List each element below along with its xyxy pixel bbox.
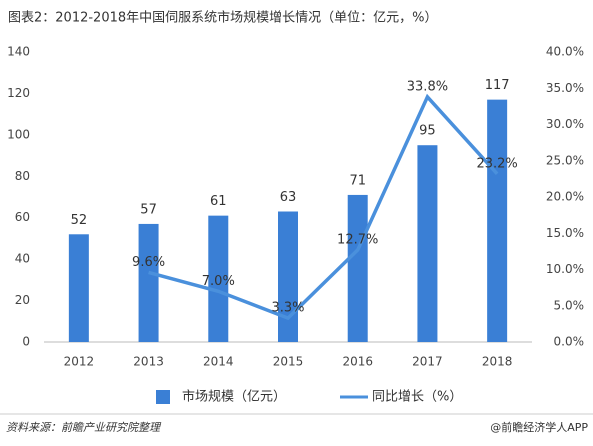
x-tick-label: 2016 bbox=[342, 355, 373, 369]
bar-label: 61 bbox=[210, 194, 227, 209]
line-label: 9.6% bbox=[132, 255, 165, 270]
line-label: 7.0% bbox=[202, 274, 235, 289]
y2-tick-label: 35.0% bbox=[546, 81, 584, 95]
x-tick-label: 2014 bbox=[203, 355, 234, 369]
y2-tick-label: 0.0% bbox=[554, 335, 585, 349]
legend-swatch bbox=[156, 390, 170, 404]
bar-label: 63 bbox=[280, 190, 297, 205]
source: 资料来源：前瞻产业研究院整理 bbox=[6, 421, 162, 434]
line-label: 23.2% bbox=[476, 156, 517, 171]
x-tick-label: 2018 bbox=[482, 355, 513, 369]
x-tick-label: 2013 bbox=[133, 355, 164, 369]
y-tick-label: 20 bbox=[15, 293, 30, 307]
bar bbox=[138, 223, 159, 342]
bar bbox=[487, 99, 508, 343]
bar-label: 95 bbox=[419, 124, 436, 139]
y2-tick-label: 10.0% bbox=[546, 262, 584, 276]
legend-label: 同比增长（%） bbox=[372, 390, 462, 405]
y2-tick-label: 5.0% bbox=[554, 298, 585, 312]
bar-label: 117 bbox=[485, 78, 510, 93]
y-tick-label: 140 bbox=[7, 45, 30, 59]
y-tick-label: 80 bbox=[15, 169, 30, 183]
bar bbox=[417, 145, 438, 342]
bar-label: 52 bbox=[71, 213, 88, 228]
y2-tick-label: 30.0% bbox=[546, 117, 584, 131]
x-tick-label: 2012 bbox=[64, 355, 95, 369]
legend-label: 市场规模（亿元） bbox=[182, 389, 286, 405]
y2-tick-label: 15.0% bbox=[546, 226, 584, 240]
y2-tick-label: 20.0% bbox=[546, 190, 584, 204]
bar bbox=[68, 234, 89, 342]
y2-tick-label: 40.0% bbox=[546, 45, 584, 59]
chart-title: 图表2：2012-2018年中国伺服系统市场规模增长情况（单位：亿元，%） bbox=[8, 10, 437, 26]
bar bbox=[208, 215, 229, 342]
x-tick-label: 2017 bbox=[412, 355, 443, 369]
bar bbox=[347, 194, 368, 342]
bar bbox=[278, 211, 298, 342]
line-label: 33.8% bbox=[407, 79, 448, 94]
y-tick-label: 60 bbox=[15, 210, 30, 224]
y-tick-label: 100 bbox=[7, 127, 30, 141]
y-tick-label: 120 bbox=[7, 86, 30, 100]
y-tick-label: 40 bbox=[15, 252, 30, 266]
y-tick-label: 0 bbox=[22, 335, 30, 349]
line-label: 3.3% bbox=[271, 301, 304, 316]
x-tick-label: 2015 bbox=[273, 355, 304, 369]
y2-tick-label: 25.0% bbox=[546, 153, 584, 167]
bar-label: 57 bbox=[140, 202, 157, 217]
line-label: 12.7% bbox=[337, 232, 378, 247]
line bbox=[148, 93, 499, 321]
bar-label: 71 bbox=[349, 173, 366, 188]
footer: @前瞻经济学人APP bbox=[490, 420, 588, 434]
